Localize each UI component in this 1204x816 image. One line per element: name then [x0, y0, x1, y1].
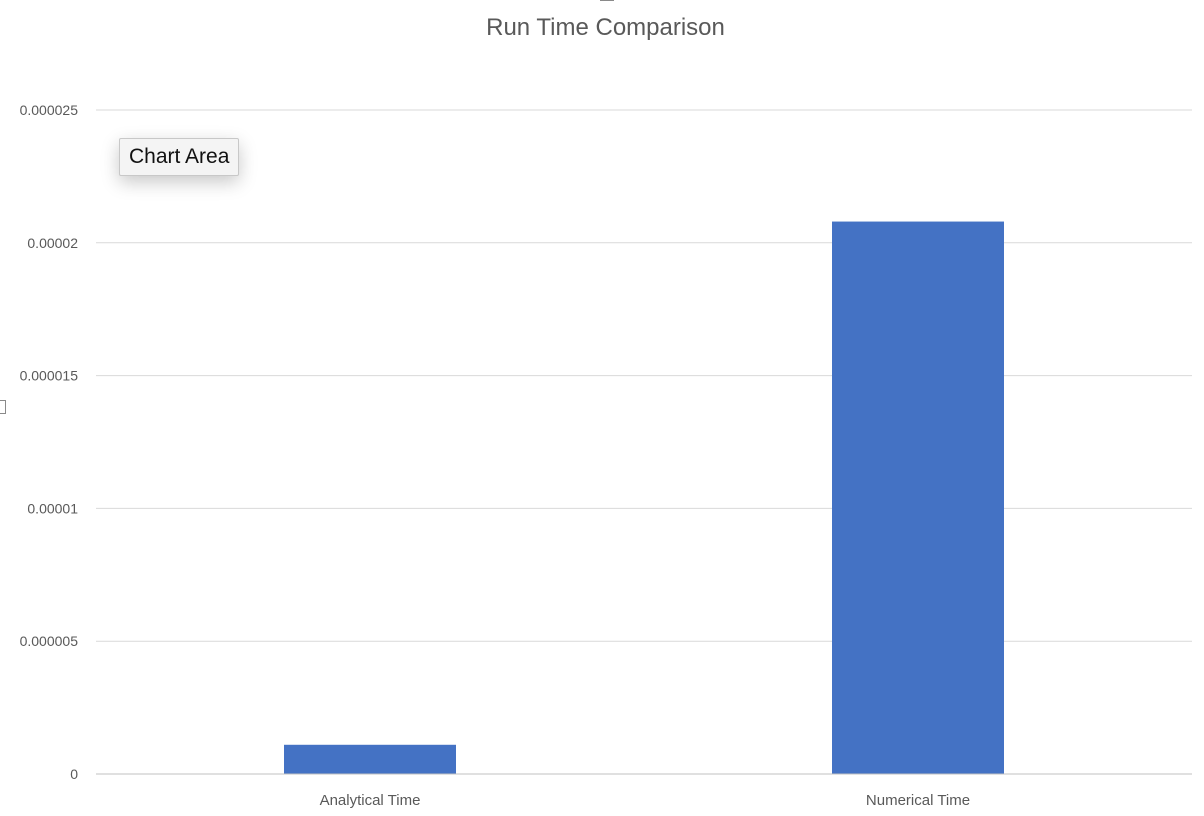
y-tick-label: 0.000005	[20, 633, 79, 649]
bar-analytical-time[interactable]	[284, 744, 456, 774]
left-resize-handle[interactable]	[0, 400, 6, 414]
y-tick-label: 0.00001	[27, 500, 78, 516]
y-tick-label: 0	[70, 766, 78, 782]
y-tick-label: 0.000025	[20, 102, 79, 118]
y-tick-label: 0.00002	[27, 235, 78, 251]
x-category-label: Analytical Time	[320, 792, 421, 809]
chart-title[interactable]: Run Time Comparison	[486, 14, 725, 41]
y-tick-label: 0.000015	[20, 368, 79, 384]
top-resize-handle[interactable]	[600, 0, 614, 1]
x-category-label: Numerical Time	[866, 792, 970, 809]
chart-area-tooltip: Chart Area	[119, 138, 240, 176]
bar-numerical-time[interactable]	[832, 221, 1004, 774]
